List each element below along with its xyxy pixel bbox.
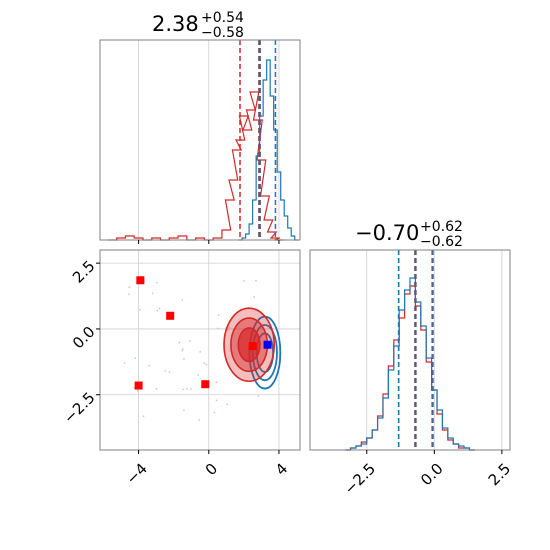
right-frame [309,249,511,451]
joint-xtick-label-1: 0 [202,460,221,479]
joint-sample-point [181,348,184,350]
title-1-plus: +0.54 [201,10,244,26]
top-hist-blue [238,59,299,241]
title-1-median: 2.38 [152,12,199,36]
title-2-median: −0.70 [355,221,419,245]
joint-sample-point [128,293,131,296]
joint-sample-point [186,387,188,390]
right-xtick-label-1: 0.0 [417,460,447,490]
joint-sample-point [255,279,257,282]
joint-sample-point [188,340,191,342]
joint-sample-point [142,415,145,418]
joint-marker-red-4 [248,342,257,351]
joint-sample-point [123,362,126,364]
joint-frame [99,249,301,451]
joint-panel: −4 0 4 2.5 0.0 −2.5 [60,249,301,488]
joint-xtick-label-0: −4 [123,460,151,488]
joint-sample-point [155,281,158,284]
joint-sample-point [182,388,185,391]
joint-sample-point [164,370,167,372]
joint-sample-point [226,403,228,406]
joint-sample-point [215,381,218,384]
joint-sample-point [139,308,142,311]
joint-marker-red-1 [166,311,175,320]
joint-sample-point [178,341,181,344]
top-hist-red [107,91,284,241]
title-1-minus: −0.58 [201,25,244,41]
joint-ytick-label-1: 0.0 [69,323,99,353]
joint-sample-point [243,280,245,282]
joint-sample-point [197,374,200,376]
joint-sample-point [156,309,159,312]
joint-sample-point [198,419,201,422]
joint-sample-point [134,357,137,360]
joint-ytick-label-0: 2.5 [69,257,99,287]
joint-sample-point [183,409,185,412]
marginal-panel-param-2: −2.5 0.0 2.5 [309,249,515,498]
right-hist-blue [345,277,475,451]
joint-sample-point [205,363,208,366]
right-xtick-label-2: 2.5 [485,460,515,490]
joint-sample-point [190,388,192,390]
joint-xtick-label-2: 4 [272,460,291,479]
joint-sample-point [253,295,256,298]
joint-sample-point [257,394,260,397]
joint-sample-point [128,286,131,289]
joint-sample-point [199,350,202,353]
joint-sample-point [217,314,220,316]
joint-sample-point [158,307,161,310]
title-2-plus: +0.62 [420,219,463,235]
joint-sample-point [216,327,219,330]
title-param-2: −0.70 +0.62 −0.62 [355,219,463,250]
joint-sample-point [168,371,171,373]
top-frame [99,39,301,241]
joint-sample-point [136,389,139,392]
joint-sample-point [155,387,158,390]
joint-sample-point [203,362,206,365]
joint-ytick-label-2: −2.5 [60,389,98,427]
right-xtick-label-0: −2.5 [341,460,379,498]
right-hist-red [345,285,475,451]
joint-sample-point [215,399,218,402]
joint-sample-point [181,349,184,352]
joint-sample-point [148,364,151,367]
title-param-1: 2.38 +0.54 −0.58 [152,10,244,41]
joint-sample-point [151,292,154,295]
joint-marker-red-0 [136,276,145,285]
joint-marker-red-3 [201,380,210,389]
joint-sample-point [228,326,231,329]
joint-sample-point [183,358,185,360]
marginal-panel-param-1 [99,39,301,244]
joint-marker-red-2 [134,381,143,390]
joint-sample-point [181,299,184,302]
joint-marker-blue-0 [263,340,272,349]
joint-sample-point [213,411,216,414]
title-2-minus: −0.62 [420,234,463,250]
